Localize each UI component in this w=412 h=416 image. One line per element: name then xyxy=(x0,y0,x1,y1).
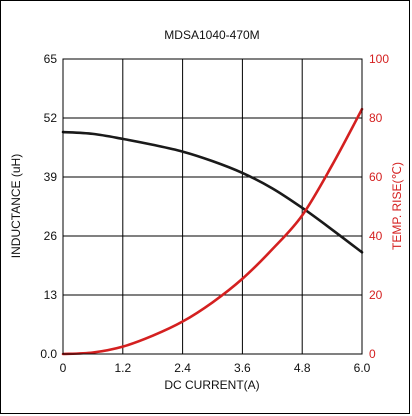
grid xyxy=(62,58,363,355)
x-tick-label: 6.0 xyxy=(354,361,371,375)
x-tick-labels: 0 1.2 2.4 3.6 4.8 6.0 xyxy=(60,361,371,375)
y-left-tick-label: 0.0 xyxy=(40,347,57,361)
x-tick-label: 3.6 xyxy=(234,361,251,375)
y-right-tick-label: 0 xyxy=(369,347,376,361)
plot-area-border xyxy=(62,58,363,355)
x-tick-label: 0 xyxy=(60,361,67,375)
x-tick-label: 2.4 xyxy=(174,361,191,375)
y-right-tick-labels: 0 20 40 60 80 100 xyxy=(369,52,389,361)
y-left-tick-labels: 0.0 13 26 39 52 65 xyxy=(40,52,57,361)
x-tick-label: 4.8 xyxy=(294,361,311,375)
y-right-tick-label: 100 xyxy=(369,52,389,66)
y-left-tick-label: 52 xyxy=(44,111,58,125)
y-right-tick-label: 40 xyxy=(369,229,383,243)
y-axis-right-label: TEMP. RISE(℃) xyxy=(390,162,404,250)
chart-title: MDSA1040-470M xyxy=(164,28,259,42)
series xyxy=(61,107,364,356)
temperature-rise-curve xyxy=(61,107,364,356)
y-right-tick-label: 60 xyxy=(369,170,383,184)
y-left-tick-label: 39 xyxy=(44,170,58,184)
inductance-curve xyxy=(61,130,364,254)
y-left-tick-label: 65 xyxy=(44,52,58,66)
y-left-tick-label: 13 xyxy=(44,288,58,302)
y-left-tick-label: 26 xyxy=(44,229,58,243)
y-axis-left-label: INDUCTANCE (uH) xyxy=(9,154,23,258)
y-right-tick-label: 20 xyxy=(369,288,383,302)
x-axis-label: DC CURRENT(A) xyxy=(164,378,259,392)
y-right-tick-label: 80 xyxy=(369,111,383,125)
x-tick-label: 1.2 xyxy=(114,361,131,375)
